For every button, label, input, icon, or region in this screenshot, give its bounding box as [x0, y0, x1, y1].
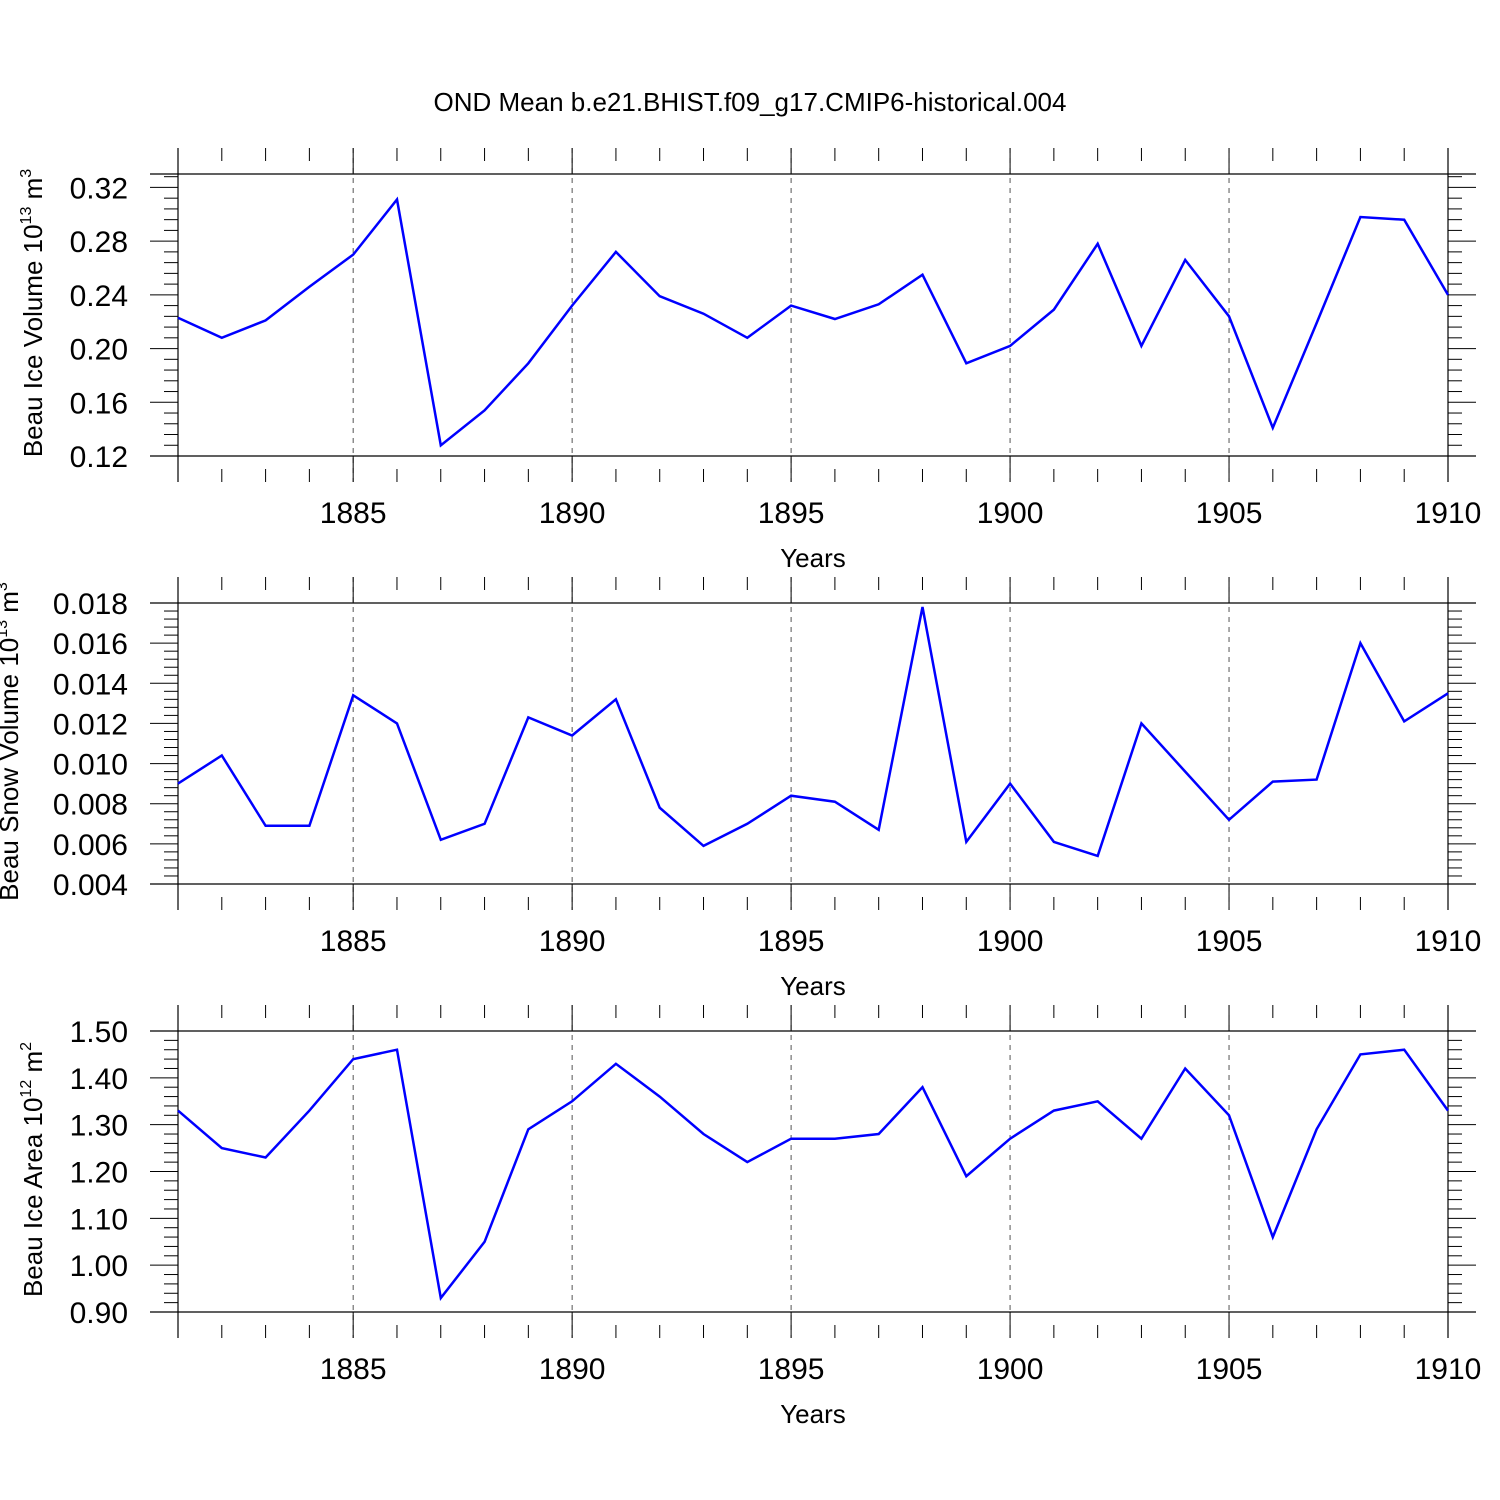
chart-title: OND Mean b.e21.BHIST.f09_g17.CMIP6-histo… [434, 87, 1067, 117]
x-axis-label: Years [780, 1399, 846, 1429]
plot-frame [150, 577, 1476, 910]
y-tick-label: 0.016 [53, 628, 128, 661]
y-tick-label: 0.006 [53, 829, 128, 862]
y-tick-label: 0.12 [70, 441, 128, 474]
y-tick-label: 0.16 [70, 387, 128, 420]
y-tick-label: 0.018 [53, 588, 128, 621]
x-tick-label: 1905 [1196, 497, 1263, 530]
series-line [177, 606, 1449, 858]
y-tick-label: 0.008 [53, 789, 128, 822]
x-tick-label: 1905 [1196, 1353, 1263, 1386]
x-tick-label: 1885 [320, 1353, 387, 1386]
y-tick-label: 1.20 [70, 1157, 128, 1190]
panel-ice-area: 0.90 1.00 1.10 1.20 1.30 1.40 1.50 1885 1890 1895… [18, 1005, 1481, 1429]
y-tick-label: 1.00 [70, 1250, 128, 1283]
y-tick-label: 1.10 [70, 1203, 128, 1236]
x-axis-label: Years [780, 543, 846, 573]
y-tick-label: 0.012 [53, 708, 128, 741]
y-axis-label: Beau Snow Volume 1013 m3 [0, 582, 24, 901]
x-tick-label: 1895 [758, 1353, 825, 1386]
x-tick-label: 1890 [539, 497, 606, 530]
y-tick-label: 0.28 [70, 226, 128, 259]
x-tick-label: 1900 [977, 1353, 1044, 1386]
plot-frame [150, 148, 1476, 482]
y-axis-label: Beau Ice Area 1012 m2 [18, 1042, 48, 1297]
x-tick-label: 1895 [758, 925, 825, 958]
y-tick-label: 0.014 [53, 668, 128, 701]
x-tick-label: 1895 [758, 497, 825, 530]
y-tick-label: 1.40 [70, 1063, 128, 1096]
x-tick-label: 1890 [539, 1353, 606, 1386]
plot-frame [150, 1005, 1476, 1338]
x-tick-label: 1910 [1415, 925, 1482, 958]
series-line [177, 196, 1450, 448]
y-tick-label: 0.90 [70, 1297, 128, 1330]
y-tick-label: 0.24 [70, 280, 128, 313]
x-tick-label: 1905 [1196, 925, 1263, 958]
panel-ice-volume: 0.12 0.16 0.20 0.24 0.28 0.32 1885 1890 1895 1900… [18, 148, 1481, 573]
series-line [177, 1048, 1450, 1301]
x-tick-label: 1900 [977, 497, 1044, 530]
panel-snow-volume: 0.004 0.006 0.008 0.010 0.012 0.014 0.016 0.018… [0, 577, 1481, 1001]
x-tick-label: 1910 [1415, 497, 1482, 530]
x-tick-label: 1890 [539, 925, 606, 958]
y-tick-label: 0.32 [70, 172, 128, 205]
x-tick-label: 1885 [320, 925, 387, 958]
y-tick-label: 0.004 [53, 869, 128, 902]
y-axis-label: Beau Ice Volume 1013 m3 [18, 169, 48, 457]
x-axis-label: Years [780, 971, 846, 1001]
y-tick-label: 1.50 [70, 1016, 128, 1049]
x-tick-label: 1885 [320, 497, 387, 530]
x-tick-label: 1910 [1415, 1353, 1482, 1386]
y-tick-label: 1.30 [70, 1110, 128, 1143]
x-tick-label: 1900 [977, 925, 1044, 958]
y-tick-label: 0.010 [53, 749, 128, 782]
y-tick-label: 0.20 [70, 334, 128, 367]
